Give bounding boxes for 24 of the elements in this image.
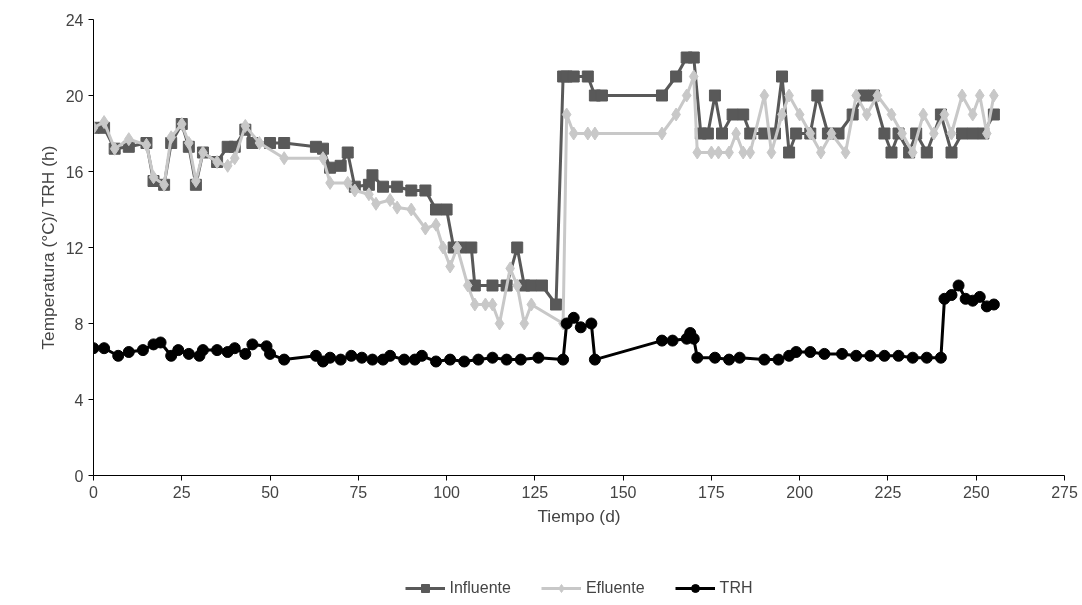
legend-label: Influente [449,579,511,597]
y-tick-label: 4 [74,391,84,409]
y-tick-label: 8 [74,315,84,333]
x-tick-label: 125 [521,483,549,501]
x-tick-label: 50 [261,483,280,501]
x-tick-label: 175 [698,483,725,501]
x-tick-label: 250 [962,483,990,501]
y-axis-title: Temperatura (°C)/ TRH (h) [37,145,58,350]
y-tick-label: 16 [65,163,84,181]
x-axis-title: Tiempo (d) [537,505,621,526]
y-tick-label: 0 [74,467,84,485]
x-tick-label: 150 [609,483,637,501]
x-tick-label: 200 [786,483,814,501]
y-tick-label: 20 [65,87,84,105]
x-tick-label: 100 [433,483,461,501]
x-tick-label: 275 [1051,483,1078,501]
x-tick-label: 0 [89,483,99,501]
x-tick-label: 225 [874,483,902,501]
y-tick-label: 24 [65,11,84,29]
x-tick-label: 25 [172,483,191,501]
x-tick-label: 75 [349,483,368,501]
y-tick-label: 12 [65,239,84,257]
legend-label: TRH [719,579,753,597]
legend-label: Efluente [585,579,645,597]
